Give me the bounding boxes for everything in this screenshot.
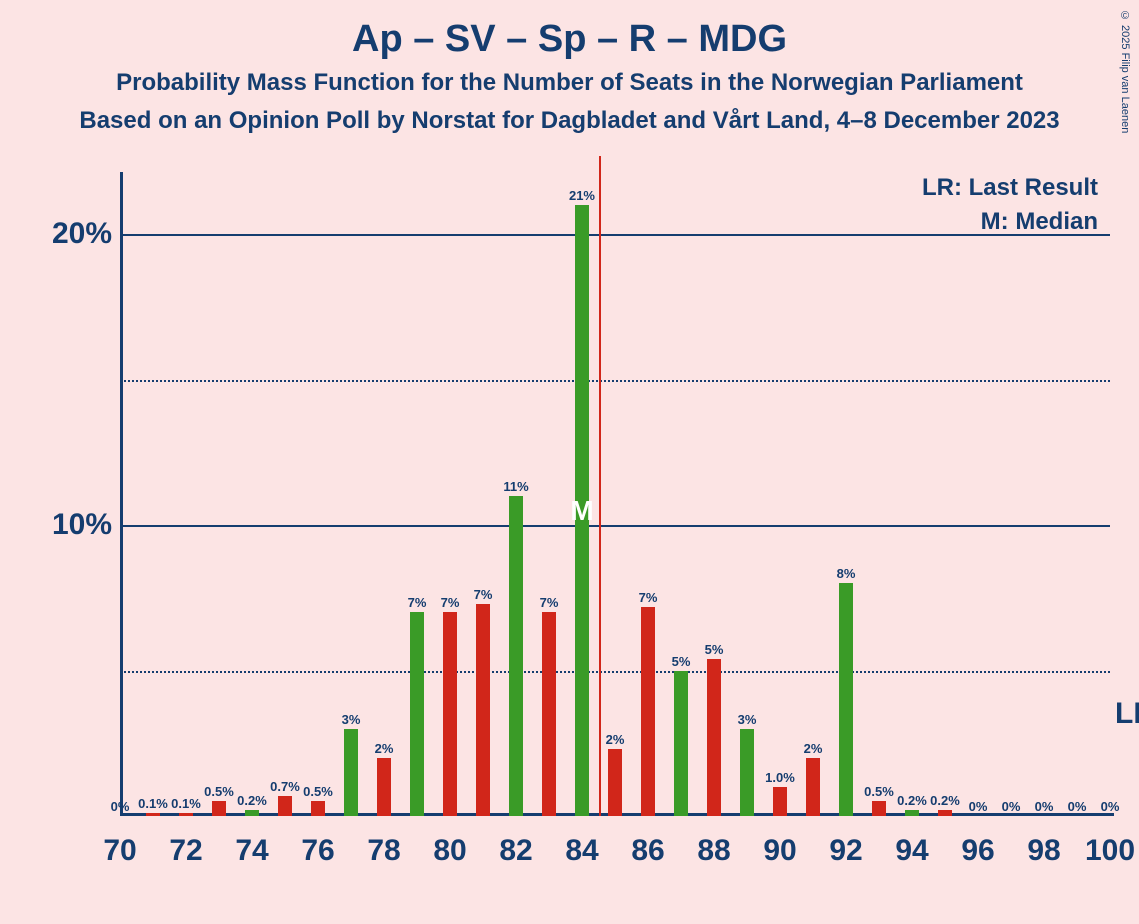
bar: 0.1%	[146, 813, 161, 816]
x-axis-tick-label: 90	[763, 834, 796, 868]
bar-value-label: 0%	[1035, 799, 1054, 814]
bar: 7%	[443, 612, 458, 816]
x-axis-tick-label: 88	[697, 834, 730, 868]
bar: 5%	[707, 659, 722, 816]
bar: 0.2%	[905, 810, 920, 816]
title-subtitle-2: Based on an Opinion Poll by Norstat for …	[0, 107, 1139, 135]
bar: 2%	[806, 758, 821, 816]
bar-value-label: 2%	[804, 741, 823, 756]
bar-value-label: 0.1%	[171, 796, 201, 811]
title-main: Ap – SV – Sp – R – MDG	[0, 18, 1139, 61]
y-axis-tick-label: 20%	[52, 217, 112, 251]
x-axis-tick-label: 82	[499, 834, 532, 868]
bar-value-label: 3%	[342, 712, 361, 727]
bar: 3%	[344, 729, 359, 816]
x-axis-tick-label: 78	[367, 834, 400, 868]
bar: 11%	[509, 496, 524, 816]
gridline	[120, 671, 1110, 673]
bar: 7%	[641, 607, 656, 816]
bar-value-label: 0.5%	[204, 784, 234, 799]
bar: 2%	[377, 758, 392, 816]
pmf-chart: LR: Last Result M: Median 10%20%70727476…	[120, 176, 1110, 816]
x-axis-tick-label: 80	[433, 834, 466, 868]
bar-value-label: 7%	[639, 590, 658, 605]
bar: 7%	[410, 612, 425, 816]
bar-value-label: 0%	[1068, 799, 1087, 814]
bar-value-label: 0.2%	[237, 793, 267, 808]
bar-value-label: 0%	[111, 799, 130, 814]
bar: 7%	[542, 612, 557, 816]
bar-value-label: 21%	[569, 188, 595, 203]
last-result-label: LR	[1115, 697, 1139, 731]
median-label: M	[570, 495, 593, 527]
x-axis-tick-label: 76	[301, 834, 334, 868]
bar-value-label: 0.1%	[138, 796, 168, 811]
bar-value-label: 2%	[375, 741, 394, 756]
title-subtitle-1: Probability Mass Function for the Number…	[0, 69, 1139, 97]
x-axis-tick-label: 74	[235, 834, 268, 868]
bar-value-label: 7%	[540, 595, 559, 610]
bar-value-label: 0.5%	[303, 784, 333, 799]
x-axis-tick-label: 72	[169, 834, 202, 868]
bar-value-label: 7%	[408, 595, 427, 610]
bar: 0.5%	[872, 801, 887, 816]
x-axis-tick-label: 96	[961, 834, 994, 868]
bar: 8%	[839, 583, 854, 816]
bar: 0.5%	[212, 801, 227, 816]
bar: 2%	[608, 749, 623, 816]
bar: 5%	[674, 671, 689, 816]
bar: 0.2%	[245, 810, 260, 816]
bar: 1.0%	[773, 787, 788, 816]
bar-value-label: 0.7%	[270, 779, 300, 794]
bar: 0.2%	[938, 810, 953, 816]
gridline	[120, 525, 1110, 527]
x-axis-tick-label: 84	[565, 834, 598, 868]
bar-value-label: 0%	[1002, 799, 1021, 814]
x-axis-tick-label: 70	[103, 834, 136, 868]
gridline	[120, 234, 1110, 236]
bar-value-label: 11%	[503, 479, 528, 494]
bar: 3%	[740, 729, 755, 816]
x-axis-tick-label: 94	[895, 834, 928, 868]
bar-value-label: 7%	[441, 595, 460, 610]
bar-value-label: 0.5%	[864, 784, 894, 799]
bar-value-label: 2%	[606, 732, 625, 747]
bar: 7%	[476, 604, 491, 816]
x-axis-tick-label: 92	[829, 834, 862, 868]
bar: 0.5%	[311, 801, 326, 816]
chart-titles: Ap – SV – Sp – R – MDG Probability Mass …	[0, 0, 1139, 135]
bar-value-label: 5%	[672, 654, 691, 669]
bar-value-label: 0.2%	[897, 793, 927, 808]
y-axis-tick-label: 10%	[52, 508, 112, 542]
bar: 0.1%	[179, 813, 194, 816]
bar-value-label: 5%	[705, 642, 724, 657]
bar-value-label: 0%	[1101, 799, 1120, 814]
x-axis-tick-label: 98	[1027, 834, 1060, 868]
x-axis-tick-label: 86	[631, 834, 664, 868]
x-axis-tick-label: 100	[1085, 834, 1135, 868]
copyright-text: © 2025 Filip van Laenen	[1119, 10, 1131, 133]
bar-value-label: 8%	[837, 566, 856, 581]
bar-value-label: 0%	[969, 799, 988, 814]
bar: 0.7%	[278, 796, 293, 816]
legend-last-result: LR: Last Result	[922, 174, 1098, 202]
bar-value-label: 1.0%	[765, 770, 795, 785]
bar-value-label: 7%	[474, 587, 493, 602]
bar-value-label: 0.2%	[930, 793, 960, 808]
bar-value-label: 3%	[738, 712, 757, 727]
gridline	[120, 380, 1110, 382]
median-line	[599, 156, 601, 816]
y-axis-line	[120, 172, 123, 816]
legend-median: M: Median	[981, 208, 1098, 236]
